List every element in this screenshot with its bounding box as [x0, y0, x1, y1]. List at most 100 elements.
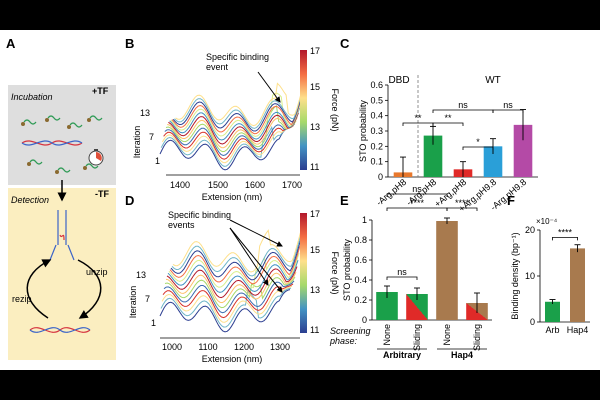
d-trace: [167, 260, 299, 293]
b-ytick-13: 13: [140, 108, 150, 118]
d-xtick-1000: 1000: [162, 342, 182, 352]
b-cb-17: 17: [310, 46, 320, 56]
d-trace: [162, 283, 294, 319]
c-sig-1-sig: **: [414, 113, 422, 123]
d-trace: [165, 271, 297, 304]
d-colorbar-ticks: 17 15 13 11: [310, 209, 320, 335]
b-trace: [169, 107, 301, 141]
b-trace: [165, 105, 297, 153]
b-annotation-line2: event: [206, 62, 229, 72]
chartC-ytick-label: 0.2: [370, 141, 383, 151]
e-sig-1-bracket: [386, 276, 418, 280]
chartE-bar-0: [376, 292, 398, 320]
e-screening-label-2: phase:: [329, 336, 358, 346]
timer-icon: [88, 149, 104, 166]
b-colorbar: [300, 50, 307, 170]
b-ylabel: Iteration: [132, 126, 142, 159]
hairpin-icon: [49, 210, 75, 261]
panel-label-f: F: [507, 193, 515, 208]
d-cb-17: 17: [310, 209, 320, 219]
incubation-label: Incubation: [11, 92, 53, 102]
c-group-dbd: DBD: [388, 75, 409, 86]
waterfall-b: [159, 77, 307, 171]
d-annotation-line2: events: [168, 220, 195, 230]
b-trace: [175, 77, 307, 127]
chartC-bar-1: [423, 135, 443, 177]
d-xticks: 1000 1100 1200 1300: [162, 342, 290, 352]
chartE-bar-2: [436, 221, 458, 320]
c-sig-ns1-sig: ns: [458, 100, 468, 110]
panel-label-a: A: [6, 36, 16, 51]
c-sig-ns1-bracket: [432, 109, 494, 113]
f-xtick-label: Hap4: [567, 325, 589, 335]
chartC-ytick-label: 0.1: [370, 157, 383, 167]
detection-label: Detection: [11, 195, 49, 205]
b-xtick-1700: 1700: [282, 180, 302, 190]
d-colorbar: [300, 213, 307, 333]
d-yticks: 13 7 1: [136, 270, 156, 328]
c-sig-3-sig: *: [476, 137, 480, 147]
d-annotation-arrow-1: [229, 219, 283, 247]
e-group-arbitrary: Arbitrary: [383, 350, 421, 360]
e-sig-ns-sig: ns: [412, 184, 422, 194]
panel-a: Incubation +TF Detection -TF: [8, 85, 116, 360]
chartC-ytick-label: 0.3: [370, 126, 383, 136]
b-cb-13: 13: [310, 122, 320, 132]
e-xtick-label: Sliding: [472, 324, 482, 351]
d-colorbar-label: Force (pN): [330, 251, 340, 294]
d-ytick-7: 7: [145, 294, 150, 304]
d-trace: [169, 245, 301, 285]
chartE-ytick-label: 1: [362, 215, 367, 225]
e-sig-3-sig: ****: [455, 198, 470, 208]
b-ytick-7: 7: [149, 132, 154, 142]
e-xtick-label: None: [442, 324, 452, 346]
d-trace: [172, 223, 304, 273]
chartC-ytick-label: 0.5: [370, 95, 383, 105]
b-colorbar-label: Force (pN): [330, 88, 340, 131]
d-trace: [171, 230, 303, 277]
chartF-bar-1: [570, 248, 585, 322]
f-xtick-label: Arb: [545, 325, 559, 335]
e-sig-3-bracket: [446, 207, 478, 211]
d-trace: [163, 280, 295, 314]
chartF-ylabel: Binding density (bp⁻¹): [510, 232, 520, 319]
f-scale-label: ×10⁻⁴: [536, 217, 558, 226]
tf-heads-icon: [21, 118, 91, 174]
c-sig-ns2-sig: ns: [503, 100, 513, 110]
d-xtick-1300: 1300: [270, 342, 290, 352]
b-trace: [163, 125, 294, 160]
chartF-ytick-label: 20: [525, 225, 535, 235]
b-annotation-arrow: [257, 71, 281, 103]
chartF-ytick-label: 10: [525, 271, 535, 281]
b-trace: [171, 95, 303, 135]
d-trace: [168, 253, 300, 289]
d-cb-11: 11: [310, 325, 319, 335]
f-sig: ****: [558, 227, 573, 237]
b-trace: [172, 89, 304, 132]
chartE-ytick-label: 0.4: [354, 275, 367, 285]
c-sig-2-bracket: [432, 122, 464, 126]
d-trace: [161, 285, 293, 323]
chartE-bar-1: [406, 294, 428, 320]
chartC-bar-3: [483, 146, 503, 177]
d-xlabel: Extension (nm): [202, 354, 263, 364]
d-xtick-1100: 1100: [198, 342, 217, 352]
c-sig-2-sig: **: [444, 113, 452, 123]
chartE-ytick-label: 0: [362, 315, 367, 325]
chartC-bar-4: [513, 124, 533, 177]
d-xtick-1200: 1200: [234, 342, 254, 352]
chart-f: 0 10 20 Binding density (bp⁻¹) ×10⁻⁴**** Arb H…: [510, 217, 590, 335]
b-trace: [170, 92, 302, 137]
b-trace: [168, 112, 299, 145]
panel-label-b: B: [125, 36, 134, 51]
c-group-wt: WT: [485, 75, 501, 86]
b-xtick-1400: 1400: [170, 180, 190, 190]
f-sig-bracket: [552, 236, 578, 241]
chartF-ytick-label: 0: [530, 317, 535, 327]
plus-tf-label: +TF: [92, 86, 109, 96]
b-trace: [160, 125, 292, 167]
b-trace: [174, 83, 305, 129]
b-colorbar-ticks: 17 15 13 11: [310, 46, 320, 172]
d-trace: [160, 287, 292, 328]
b-trace: [164, 123, 296, 157]
